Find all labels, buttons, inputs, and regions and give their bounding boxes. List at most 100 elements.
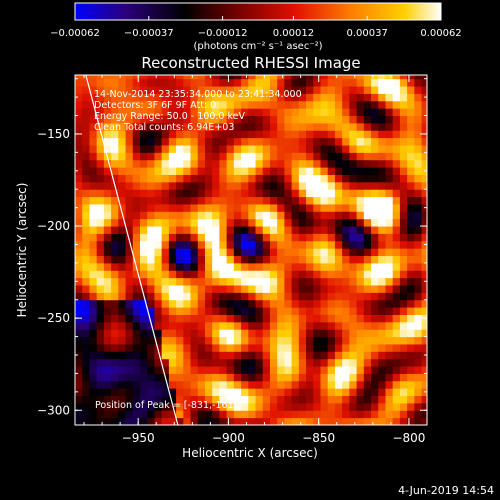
heatmap-cell [118, 351, 127, 360]
heatmap-cell [327, 255, 336, 264]
heatmap-cell [291, 417, 300, 425]
heatmap-cell [392, 358, 401, 367]
heatmap-cell [111, 292, 119, 301]
heatmap-cell [111, 226, 119, 234]
heatmap-cell [327, 108, 336, 117]
heatmap-cell [356, 417, 365, 425]
heatmap-cell [96, 167, 105, 175]
heatmap-cell [89, 395, 98, 404]
heatmap-cell [233, 292, 242, 301]
heatmap-cell [313, 137, 321, 146]
heatmap-cell [399, 255, 408, 264]
heatmap-cell [407, 196, 415, 205]
heatmap-cell [183, 285, 192, 293]
heatmap-cell [407, 167, 415, 175]
heatmap-cell [168, 137, 177, 146]
heatmap-cell [183, 233, 192, 242]
heatmap-cell [96, 145, 105, 153]
heatmap-cell [342, 307, 350, 315]
heatmap-cell [298, 417, 307, 425]
heatmap-cell [327, 211, 336, 220]
heatmap-cell [371, 402, 379, 411]
heatmap-cell [212, 329, 220, 338]
heatmap-cell [125, 373, 134, 382]
heatmap-cell [168, 299, 177, 308]
heatmap-cell [125, 93, 134, 102]
heatmap-cell [82, 240, 90, 249]
heatmap-cell [219, 189, 228, 198]
heatmap-cell [284, 196, 293, 205]
heatmap-cell [277, 417, 285, 425]
heatmap-cell [89, 174, 98, 183]
heatmap-cell [407, 189, 415, 198]
heatmap-cell [407, 86, 415, 94]
heatmap-cell [89, 122, 98, 131]
heatmap-cell [103, 336, 112, 345]
heatmap-cell [255, 388, 264, 397]
heatmap-cell [226, 366, 235, 374]
heatmap-cell [392, 255, 401, 264]
heatmap-cell [226, 285, 235, 293]
heatmap-cell [176, 115, 184, 124]
heatmap-cell [248, 181, 257, 190]
heatmap-cell [219, 402, 228, 411]
heatmap-cell [147, 218, 155, 227]
heatmap-cell [111, 218, 119, 227]
heatmap-cell [75, 174, 83, 183]
heatmap-cell [378, 203, 386, 212]
heatmap-cell [132, 115, 141, 124]
heatmap-cell [154, 226, 163, 234]
heatmap-cell [291, 292, 300, 301]
heatmap-cell [176, 167, 184, 175]
heatmap-cell [204, 380, 213, 389]
heatmap-cell [132, 358, 141, 367]
heatmap-cell [248, 248, 257, 257]
heatmap-cell [241, 351, 249, 360]
heatmap-cell [197, 336, 206, 345]
heatmap-cell [183, 277, 192, 286]
heatmap-cell [385, 380, 394, 389]
heatmap-cell [161, 380, 170, 389]
heatmap-cell [349, 196, 358, 205]
heatmap-cell [190, 122, 199, 131]
heatmap-cell [176, 262, 184, 271]
heatmap-cell [385, 388, 394, 397]
heatmap-cell [139, 174, 148, 183]
heatmap-cell [248, 402, 257, 411]
heatmap-cell [334, 321, 343, 330]
heatmap-cell [111, 167, 119, 175]
heatmap-cell [248, 145, 257, 153]
heatmap-cell [212, 211, 220, 220]
heatmap-cell [407, 285, 415, 293]
heatmap-cell [176, 277, 184, 286]
heatmap-cell [118, 366, 127, 374]
heatmap-cell [219, 93, 228, 102]
heatmap-cell [197, 137, 206, 146]
heatmap-cell [183, 262, 192, 271]
heatmap-cell [233, 417, 242, 425]
heatmap-cell [320, 410, 329, 419]
heatmap-cell [197, 167, 206, 175]
heatmap-cell [363, 262, 372, 271]
heatmap-cell [414, 321, 423, 330]
y-tick-label: −200 [37, 219, 70, 233]
heatmap-cell [132, 218, 141, 227]
heatmap-cell [118, 402, 127, 411]
heatmap-cell [407, 307, 415, 315]
heatmap-cell [103, 159, 112, 168]
heatmap-cell [241, 115, 249, 124]
heatmap-cell [334, 395, 343, 404]
heatmap-cell [378, 417, 386, 425]
heatmap-cell [190, 343, 199, 352]
heatmap-cell [226, 189, 235, 198]
heatmap-cell [118, 122, 127, 131]
heatmap-cell [147, 108, 155, 117]
heatmap-cell [378, 402, 386, 411]
heatmap-cell [161, 351, 170, 360]
heatmap-cell [125, 226, 134, 234]
heatmap-cell [407, 380, 415, 389]
x-tick-label: −900 [212, 431, 245, 445]
heatmap-cell [219, 366, 228, 374]
heatmap-cell [399, 299, 408, 308]
heatmap-cell [342, 196, 350, 205]
